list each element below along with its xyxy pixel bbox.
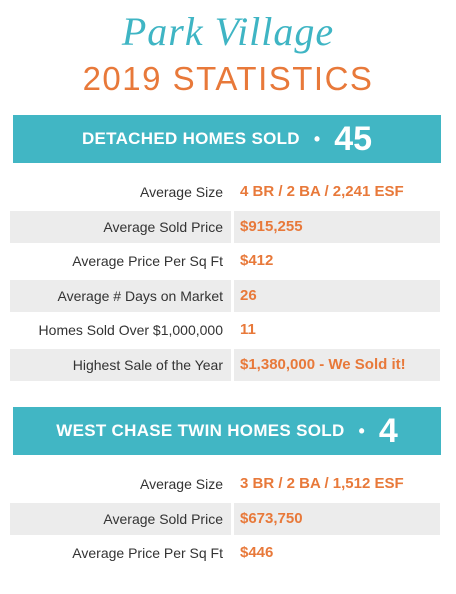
stat-value: 3 BR / 2 BA / 1,512 ESF [240,475,404,492]
stat-row: Average Price Per Sq Ft $412 [10,245,440,277]
title: Park Village [121,9,335,54]
section-count: 45 [334,119,373,158]
stat-value: $412 [240,252,274,269]
section-banner: WEST CHASE TWIN HOMES SOLD • 4 [13,407,441,455]
section-title: WEST CHASE TWIN HOMES SOLD [56,421,345,440]
section-title: DETACHED HOMES SOLD [81,129,300,148]
stat-label: Average Sold Price [10,210,231,243]
stat-row: Average Sold Price $915,255 [10,210,440,243]
stat-row: Average # Days on Market 26 [10,279,440,312]
separator: • [358,420,365,441]
stat-row: Highest Sale of the Year $1,380,000 - We … [10,348,440,381]
section-count: 4 [378,411,398,450]
stat-row: Average Size 3 BR / 2 BA / 1,512 ESF [10,468,440,500]
stat-label: Average Size [139,476,223,492]
separator: • [313,128,321,149]
stat-row: Average Price Per Sq Ft $446 [10,537,440,569]
stat-label: Average # Days on Market [10,279,231,312]
stat-label: Average Price Per Sq Ft [72,545,223,561]
stat-row: Average Sold Price $673,750 [10,502,440,535]
stat-value: $915,255 [234,210,440,243]
stat-value: 4 BR / 2 BA / 2,241 ESF [240,183,404,200]
stat-value: $673,750 [234,502,440,535]
stat-row: Average Size 4 BR / 2 BA / 2,241 ESF [10,176,440,208]
stat-value: 11 [240,321,256,338]
stat-label: Average Price Per Sq Ft [72,253,223,269]
stat-label: Homes Sold Over $1,000,000 [38,322,223,338]
stat-label: Average Sold Price [10,502,231,535]
stat-label: Highest Sale of the Year [10,348,231,381]
stat-value: 26 [234,279,440,312]
stat-value: $446 [240,544,274,561]
section-banner: DETACHED HOMES SOLD • 45 [13,115,441,163]
subtitle: 2019 STATISTICS [82,60,374,97]
stat-label: Average Size [139,184,223,200]
stat-row: Homes Sold Over $1,000,000 11 [10,314,440,346]
stat-value: $1,380,000 - We Sold it! [234,348,440,381]
